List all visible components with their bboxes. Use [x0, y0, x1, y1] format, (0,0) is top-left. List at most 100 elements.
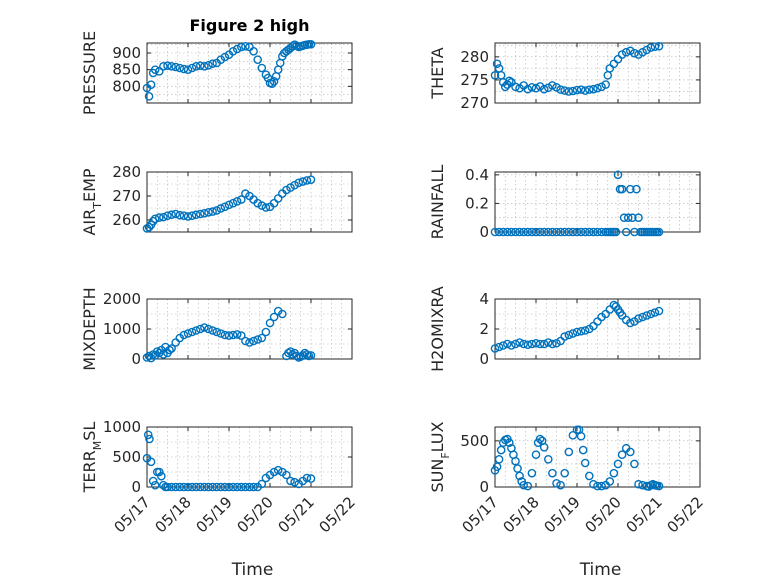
y-tick-label: 280: [112, 163, 141, 181]
data-point: [208, 326, 217, 335]
data-point: [576, 227, 586, 237]
data-point: [171, 62, 180, 72]
data-point: [298, 177, 308, 186]
x-tick-label: 05/18: [152, 493, 195, 536]
data-point: [204, 61, 213, 70]
data-point: [511, 227, 520, 237]
y-axis-label-tail: EMP: [80, 168, 99, 202]
x-tick-label: 05/17: [459, 493, 502, 536]
data-point: [302, 350, 312, 359]
y-axis-label-main: TERR: [80, 450, 99, 493]
data-point: [505, 76, 514, 86]
y-axis-label-main: PRESSURE: [80, 31, 99, 115]
data-point: [535, 339, 545, 349]
data-point: [490, 344, 500, 353]
data-point: [556, 85, 565, 94]
x-axis-label: Time: [231, 560, 274, 580]
data-point: [568, 431, 578, 440]
data-point: [548, 339, 557, 349]
data-point: [143, 430, 153, 440]
data-point: [527, 339, 537, 349]
data-point: [208, 59, 217, 68]
data-point: [585, 227, 594, 237]
data-point: [500, 82, 510, 92]
y-axis-label-main: RAINFALL: [428, 165, 447, 240]
data-point: [200, 208, 209, 218]
y-axis-label: RAINFALL: [428, 165, 447, 240]
data-markers: [490, 300, 664, 353]
data-point: [646, 43, 656, 52]
y-tick-label: 0: [479, 478, 489, 496]
data-point: [159, 480, 168, 490]
data-point: [589, 84, 598, 94]
data-point: [163, 482, 172, 492]
y-tick-label: 0.4: [465, 166, 489, 184]
data-point: [257, 63, 267, 73]
data-point: [224, 200, 234, 210]
data-point: [200, 62, 209, 71]
data-point: [204, 324, 213, 334]
data-point: [261, 203, 271, 212]
data-point: [580, 458, 590, 468]
data-point: [294, 178, 304, 188]
axes-frame: [146, 426, 353, 488]
data-point: [646, 309, 656, 319]
data-point: [498, 341, 508, 350]
data-point: [539, 227, 549, 237]
data-point: [548, 468, 557, 478]
data-point: [494, 227, 504, 237]
data-point: [580, 326, 590, 335]
x-tick-label: 05/20: [582, 493, 625, 536]
data-point: [585, 85, 594, 94]
data-point: [195, 209, 205, 219]
data-point: [552, 338, 561, 348]
y-tick-label: 1000: [103, 418, 141, 436]
y-tick-label: 850: [112, 61, 141, 79]
y-axis-label-tail: SL: [80, 422, 99, 441]
data-point: [572, 327, 582, 337]
data-point: [241, 336, 250, 346]
data-point: [257, 201, 267, 210]
data-point: [183, 482, 193, 492]
data-point: [191, 62, 201, 71]
data-point: [249, 482, 258, 492]
data-point: [146, 80, 156, 89]
data-point: [539, 443, 549, 452]
data-point: [288, 42, 297, 51]
data-point: [638, 312, 647, 322]
data-point: [642, 311, 652, 320]
data-point: [245, 338, 254, 347]
data-point: [154, 213, 164, 222]
data-point: [302, 176, 312, 185]
data-markers: [490, 170, 664, 237]
data-point: [191, 210, 201, 220]
data-point: [593, 227, 602, 237]
y-tick-label: 280: [460, 48, 489, 66]
y-tick-label: 500: [460, 432, 489, 450]
data-point: [273, 465, 283, 475]
data-point: [195, 61, 205, 70]
data-point: [187, 327, 197, 337]
data-point: [224, 331, 234, 340]
data-point: [183, 65, 193, 74]
data-point: [249, 336, 258, 346]
data-point: [578, 445, 588, 455]
data-point: [212, 327, 221, 337]
data-point: [216, 204, 226, 213]
y-axis-label-tail: LUX: [428, 421, 447, 452]
data-point: [175, 482, 185, 492]
data-point: [269, 77, 279, 86]
data-markers: [490, 41, 664, 96]
subplot-2: 270 275 280 THETA: [428, 41, 701, 112]
data-point: [548, 81, 557, 90]
data-point: [568, 227, 578, 237]
axes-frame: [146, 42, 353, 104]
data-point: [306, 40, 316, 49]
data-point: [515, 471, 524, 481]
y-axis-label: AIRTEMP: [80, 168, 104, 235]
data-point: [605, 477, 615, 486]
data-point: [187, 63, 197, 73]
data-point: [544, 455, 553, 464]
data-point: [154, 467, 164, 477]
